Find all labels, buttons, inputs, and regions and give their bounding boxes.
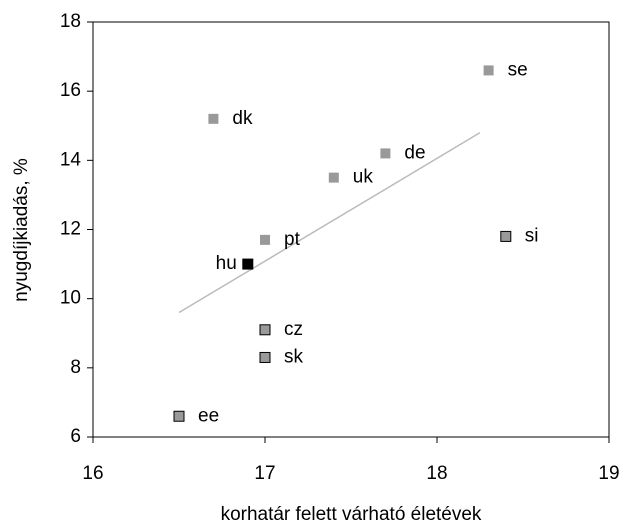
point-label: ee xyxy=(198,405,219,426)
point xyxy=(208,113,219,124)
point xyxy=(173,410,185,422)
point xyxy=(500,230,512,242)
point-label: cz xyxy=(284,319,303,340)
point-label: uk xyxy=(353,167,374,188)
y-tick-label: 18 xyxy=(60,11,81,32)
y-tick-label: 8 xyxy=(70,357,81,378)
point xyxy=(483,65,494,76)
point xyxy=(259,324,271,336)
point xyxy=(328,172,339,183)
point-label: sk xyxy=(284,346,304,367)
y-axis-label: nyugdíjkiadás, % xyxy=(11,158,32,302)
x-tick-label: 19 xyxy=(598,463,619,484)
point-label: si xyxy=(525,225,539,246)
trend-line xyxy=(178,132,481,314)
x-axis-label: korhatár felett várható életévek xyxy=(221,504,482,525)
y-tick-label: 10 xyxy=(60,288,81,309)
y-tick-label: 14 xyxy=(60,149,82,170)
point-label: dk xyxy=(232,108,253,129)
point xyxy=(380,148,391,159)
point xyxy=(242,258,254,270)
point xyxy=(260,234,270,245)
point-label: pt xyxy=(284,229,301,250)
point-label: se xyxy=(508,59,528,80)
x-tick-label: 16 xyxy=(82,463,103,484)
point-label: de xyxy=(404,142,425,163)
y-tick-label: 6 xyxy=(70,426,81,447)
x-tick-label: 17 xyxy=(254,463,275,484)
point-label: hu xyxy=(216,253,237,274)
x-tick-label: 18 xyxy=(426,463,447,484)
y-tick-label: 12 xyxy=(60,219,81,240)
point xyxy=(259,351,271,363)
y-tick-label: 16 xyxy=(60,80,81,101)
